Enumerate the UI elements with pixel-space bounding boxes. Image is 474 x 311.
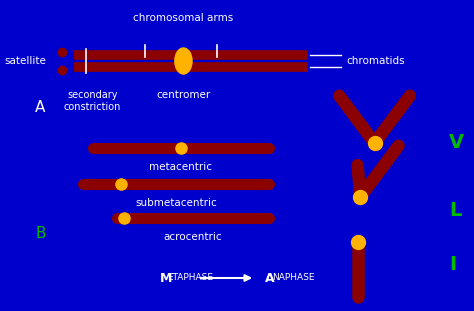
Text: V: V [449,133,464,152]
Text: metacentric: metacentric [149,162,212,172]
Text: A: A [35,100,46,115]
Text: acrocentric: acrocentric [164,232,222,242]
Text: M: M [160,272,172,285]
Text: submetacentric: submetacentric [136,198,217,208]
Text: A: A [264,272,274,285]
Text: secondary
constriction: secondary constriction [64,90,121,112]
Text: L: L [449,201,462,220]
Ellipse shape [175,48,192,74]
Text: chromatids: chromatids [346,56,404,66]
Text: centromer: centromer [156,90,210,100]
Text: NAPHASE: NAPHASE [273,273,315,282]
Text: I: I [449,256,456,275]
Text: B: B [35,225,46,240]
Text: satellite: satellite [5,56,47,66]
Text: ETAPHASE: ETAPHASE [167,273,213,282]
Text: chromosomal arms: chromosomal arms [133,13,234,23]
